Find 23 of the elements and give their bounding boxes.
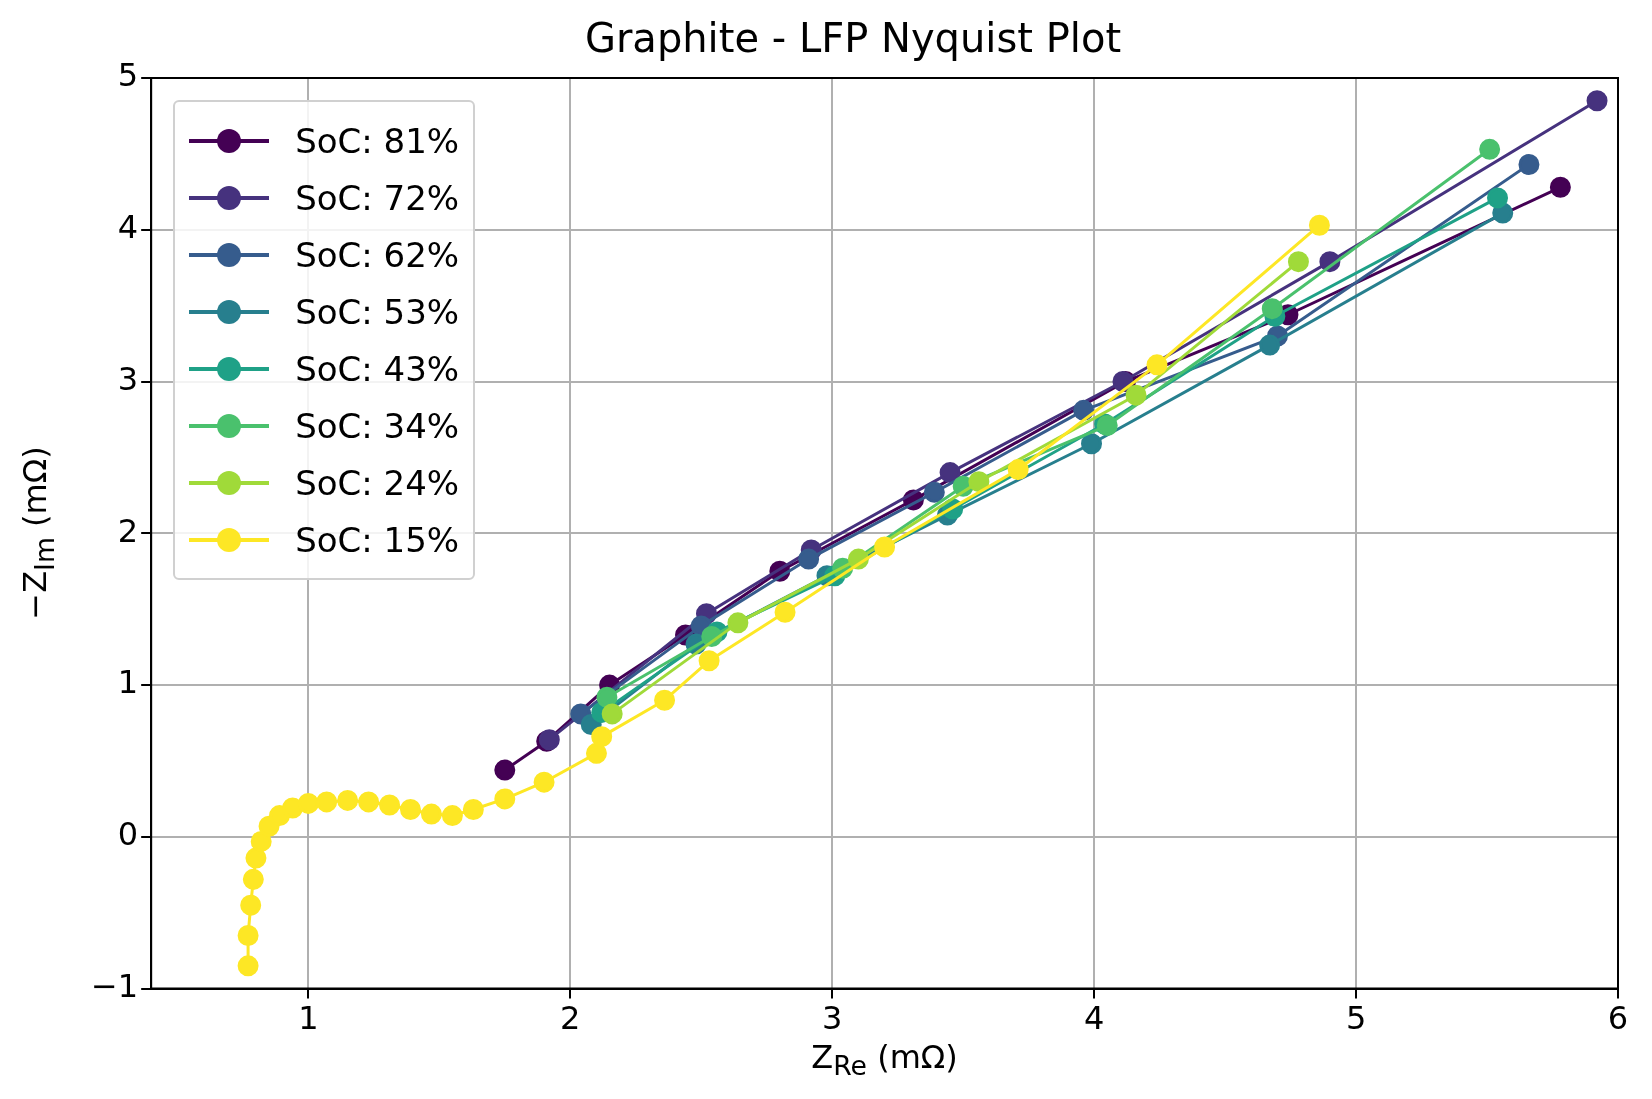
legend-label: SoC: 62% (295, 234, 460, 275)
y-tick-label: 2 (117, 511, 139, 550)
x-tick-label: 2 (560, 999, 581, 1038)
legend-label: SoC: 24% (295, 462, 460, 503)
x-tick-label: 1 (298, 999, 319, 1038)
legend-label: SoC: 53% (295, 291, 460, 332)
y-tick-label: 0 (117, 815, 139, 854)
legend-label: SoC: 72% (295, 177, 460, 218)
legend-label: SoC: 43% (295, 348, 460, 389)
y-tick-label: 3 (117, 359, 139, 398)
chart-title: Graphite - LFP Nyquist Plot (584, 15, 1122, 62)
y-tick-label: 5 (117, 56, 139, 95)
y-tick-label: 4 (117, 208, 139, 247)
y-tick-label: −1 (91, 966, 139, 1005)
x-axis-title: Z$_{Re}$ (mΩ) (811, 1038, 958, 1082)
x-tick-label: 4 (1083, 999, 1105, 1038)
legend-label: SoC: 15% (295, 519, 460, 560)
legend-label: SoC: 34% (295, 405, 460, 446)
x-tick-label: 5 (1345, 999, 1367, 1038)
x-tick-label: 3 (822, 999, 843, 1038)
x-tick-label: 6 (1607, 999, 1629, 1038)
legend-label: SoC: 81% (295, 120, 460, 161)
y-tick-label: 1 (117, 663, 139, 702)
